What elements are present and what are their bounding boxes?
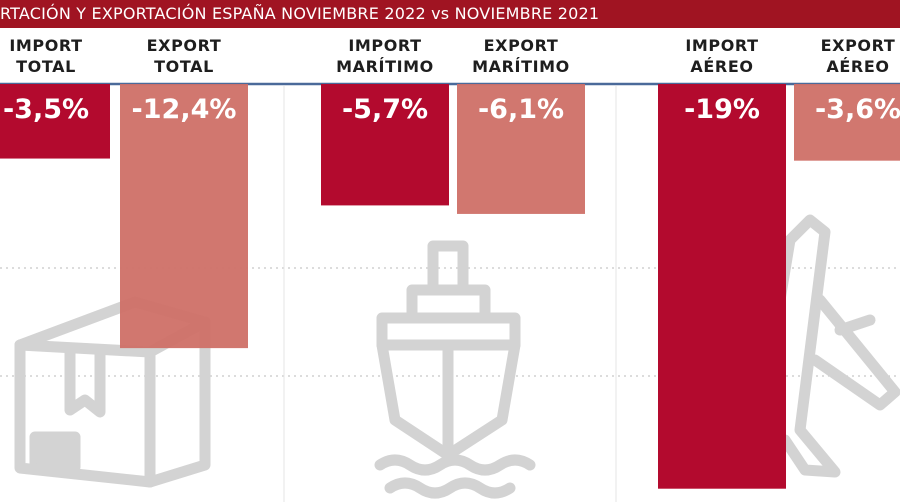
value-label: -3,5% (3, 94, 89, 125)
value-label: -3,6% (815, 94, 900, 125)
value-label: -6,1% (478, 94, 564, 125)
category-label: AÉREO (690, 57, 753, 76)
category-label: TOTAL (154, 57, 214, 76)
category-label: IMPORT (9, 36, 82, 55)
category-label: MARÍTIMO (472, 57, 570, 76)
category-label: IMPORT (348, 36, 421, 55)
category-label: IMPORT (685, 36, 758, 55)
value-label: -19% (684, 94, 760, 125)
category-label: MARÍTIMO (336, 57, 434, 76)
bar-export-air (794, 84, 900, 161)
bar-export-total (120, 84, 248, 349)
category-label: EXPORT (147, 36, 222, 55)
bar-import-maritime (321, 84, 449, 206)
value-label: -12,4% (132, 94, 237, 125)
category-label: EXPORT (484, 36, 559, 55)
value-label: -5,7% (342, 94, 428, 125)
title-banner: RTACIÓN Y EXPORTACIÓN ESPAÑA NOVIEMBRE 2… (0, 0, 900, 28)
category-label: EXPORT (821, 36, 896, 55)
bar-export-maritime (457, 84, 585, 214)
ship-icon (374, 240, 536, 499)
chart-title: RTACIÓN Y EXPORTACIÓN ESPAÑA NOVIEMBRE 2… (0, 4, 600, 23)
category-label: AÉREO (826, 57, 889, 76)
bar-import-total (0, 84, 110, 159)
bar-import-air (658, 84, 786, 489)
category-label: TOTAL (16, 57, 76, 76)
